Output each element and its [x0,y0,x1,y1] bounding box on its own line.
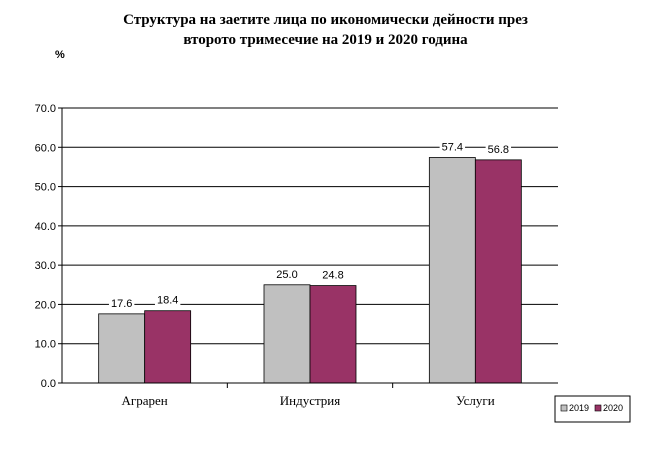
legend-swatch-2020 [594,404,602,412]
legend-label-2019: 2019 [569,403,589,413]
legend-box [554,395,631,423]
bars [98,157,522,384]
category-label: Индустрия [280,393,341,408]
data-label: 24.8 [322,270,343,282]
y-tick-label: 50.0 [35,182,56,194]
legend: 2019 2020 [554,395,631,423]
y-tick-label: 20.0 [35,299,56,311]
y-tick-label: 60.0 [35,142,56,154]
data-label-bg [320,268,346,283]
bar-2019-1 [98,313,146,384]
y-tick-label: 40.0 [35,221,56,233]
data-label: 57.4 [442,142,463,154]
legend-swatch-2019 [560,404,568,412]
data-labels: 17.6 18.4 25.0 24.8 57.4 56.8 [108,140,512,311]
category-label: Аграрен [122,393,168,408]
chart-title-line-1: Структура на заетите лица по икономическ… [123,12,528,28]
data-label-bg [439,140,466,155]
chart-title: Структура на заетите лица по икономическ… [0,10,651,50]
data-label-bg [108,296,135,311]
chart-title-line-2: второто тримесечие на 2019 и 2020 година [183,32,468,48]
legend-label-2020: 2020 [603,403,623,413]
bar-2019-3 [428,157,476,384]
data-label: 18.4 [157,295,178,307]
category-label: Услуги [456,393,495,408]
y-tick-label: 0.0 [41,378,56,390]
y-axis-ticks: 0.0 10.0 20.0 30.0 40.0 50.0 60.0 70.0 [35,103,62,390]
y-tick-label: 30.0 [35,260,56,272]
bar-2020-2 [309,285,357,384]
y-axis-unit: % [55,49,65,61]
y-tick-label: 10.0 [35,339,56,351]
bar-2020-3 [474,159,522,384]
data-label: 25.0 [276,269,297,281]
data-label-bg [274,267,300,282]
bar-2019-2 [263,284,311,384]
data-label: 17.6 [111,298,132,310]
y-tick-label: 70.0 [35,103,56,115]
axes [61,108,558,384]
x-axis-categories: Аграрен Индустрия Услуги [122,383,495,408]
bar-2020-1 [144,310,192,384]
data-label-bg [485,142,512,157]
data-label: 56.8 [488,144,509,156]
data-label-bg [154,293,181,308]
